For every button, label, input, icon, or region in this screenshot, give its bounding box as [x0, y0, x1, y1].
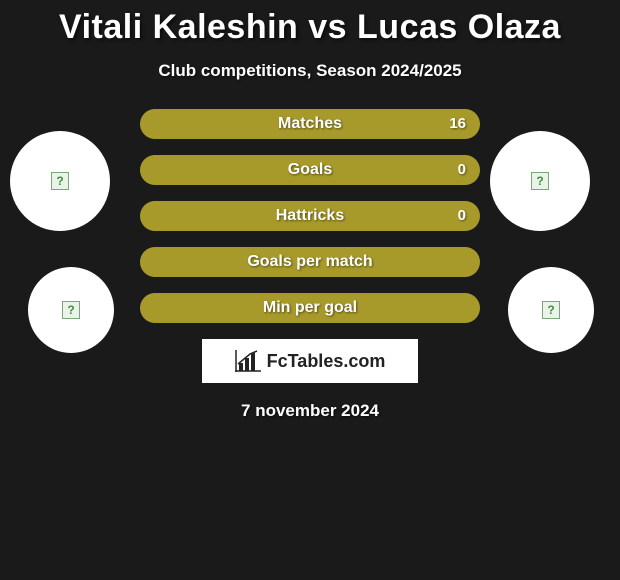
- stat-right-value: 16: [449, 109, 466, 139]
- source-logo-text: FcTables.com: [267, 351, 386, 372]
- page-title: Vitali Kaleshin vs Lucas Olaza: [0, 0, 620, 47]
- club-avatar-bottom-left: [28, 267, 114, 353]
- stat-label: Min per goal: [140, 293, 480, 323]
- stat-label: Hattricks: [140, 201, 480, 231]
- stat-bars: Matches 16 Goals 0 Hattricks 0 Goals per…: [140, 109, 480, 323]
- comparison-area: Matches 16 Goals 0 Hattricks 0 Goals per…: [0, 109, 620, 421]
- image-placeholder-icon: [62, 301, 80, 319]
- stat-label: Goals: [140, 155, 480, 185]
- bar-chart-icon: [235, 350, 261, 372]
- image-placeholder-icon: [51, 172, 69, 190]
- stat-bar: Min per goal: [140, 293, 480, 323]
- stat-label: Matches: [140, 109, 480, 139]
- subtitle: Club competitions, Season 2024/2025: [0, 61, 620, 81]
- stat-right-value: 0: [458, 201, 466, 231]
- image-placeholder-icon: [542, 301, 560, 319]
- stat-bar: Goals 0: [140, 155, 480, 185]
- date-text: 7 november 2024: [10, 401, 610, 421]
- stat-bar: Hattricks 0: [140, 201, 480, 231]
- stat-bar: Goals per match: [140, 247, 480, 277]
- stat-bar: Matches 16: [140, 109, 480, 139]
- player-avatar-top-left: [10, 131, 110, 231]
- stat-right-value: 0: [458, 155, 466, 185]
- stat-label: Goals per match: [140, 247, 480, 277]
- source-logo: FcTables.com: [202, 339, 418, 383]
- player-avatar-top-right: [490, 131, 590, 231]
- image-placeholder-icon: [531, 172, 549, 190]
- club-avatar-bottom-right: [508, 267, 594, 353]
